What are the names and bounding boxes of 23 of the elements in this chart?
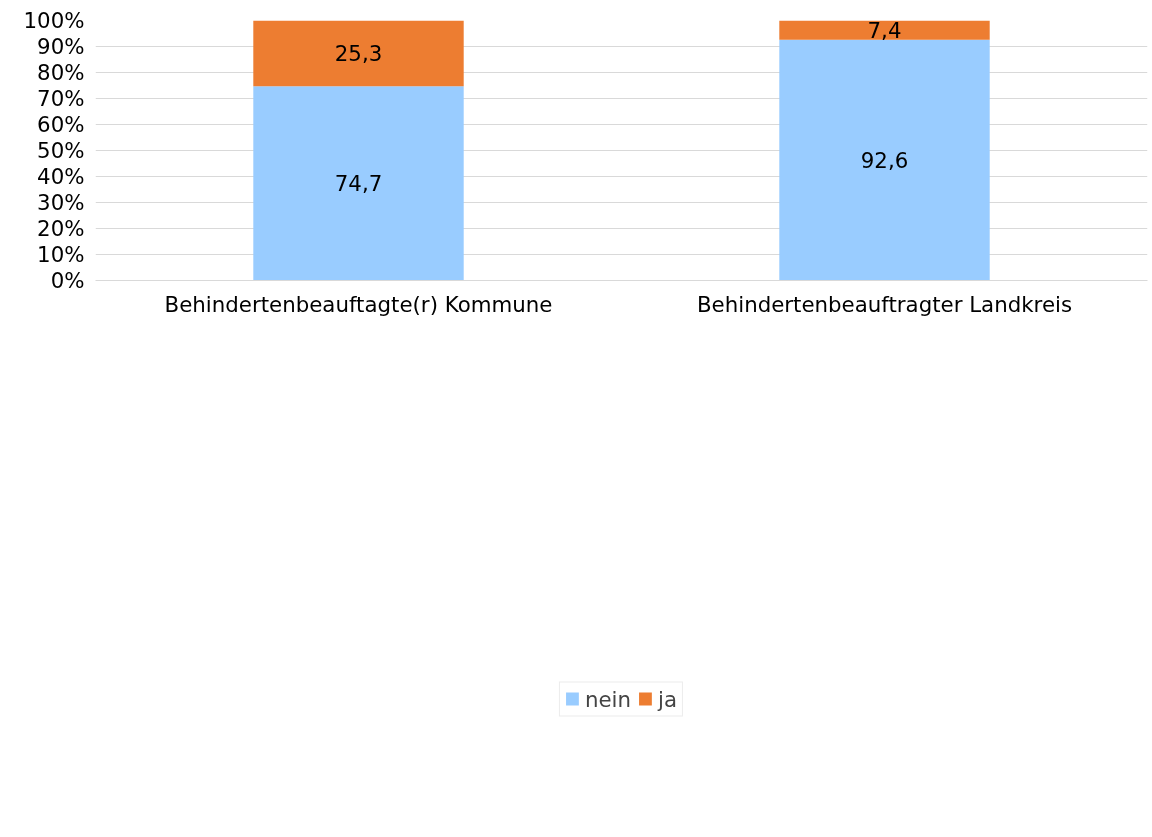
bar <box>779 39 990 281</box>
y-tick-label: 100% <box>23 8 85 33</box>
data-label: 74,7 <box>334 171 383 197</box>
data-label: 7,4 <box>867 18 902 44</box>
bar <box>779 20 990 40</box>
legend-label: nein <box>584 686 632 712</box>
x-tick-label: Behindertenbeauftagte(r) Kommune <box>164 291 553 317</box>
legend-label: ja <box>658 686 679 712</box>
y-tick-label: 20% <box>37 216 85 241</box>
x-tick-label: Behindertenbeauftragter Landkreis <box>696 291 1073 317</box>
y-tick-label: 80% <box>37 60 85 85</box>
data-label: 92,6 <box>860 148 909 174</box>
data-label: 25,3 <box>334 41 383 67</box>
y-tick-label: 60% <box>37 112 85 137</box>
y-tick-label: 10% <box>37 242 85 267</box>
y-tick-label: 90% <box>37 34 85 59</box>
y-tick-label: 30% <box>37 190 85 215</box>
bar <box>253 20 464 87</box>
y-tick-label: 0% <box>50 268 85 293</box>
y-tick-label: 70% <box>37 86 85 111</box>
y-tick-label: 50% <box>37 138 85 163</box>
bar <box>253 86 464 281</box>
y-tick-label: 40% <box>37 164 85 189</box>
